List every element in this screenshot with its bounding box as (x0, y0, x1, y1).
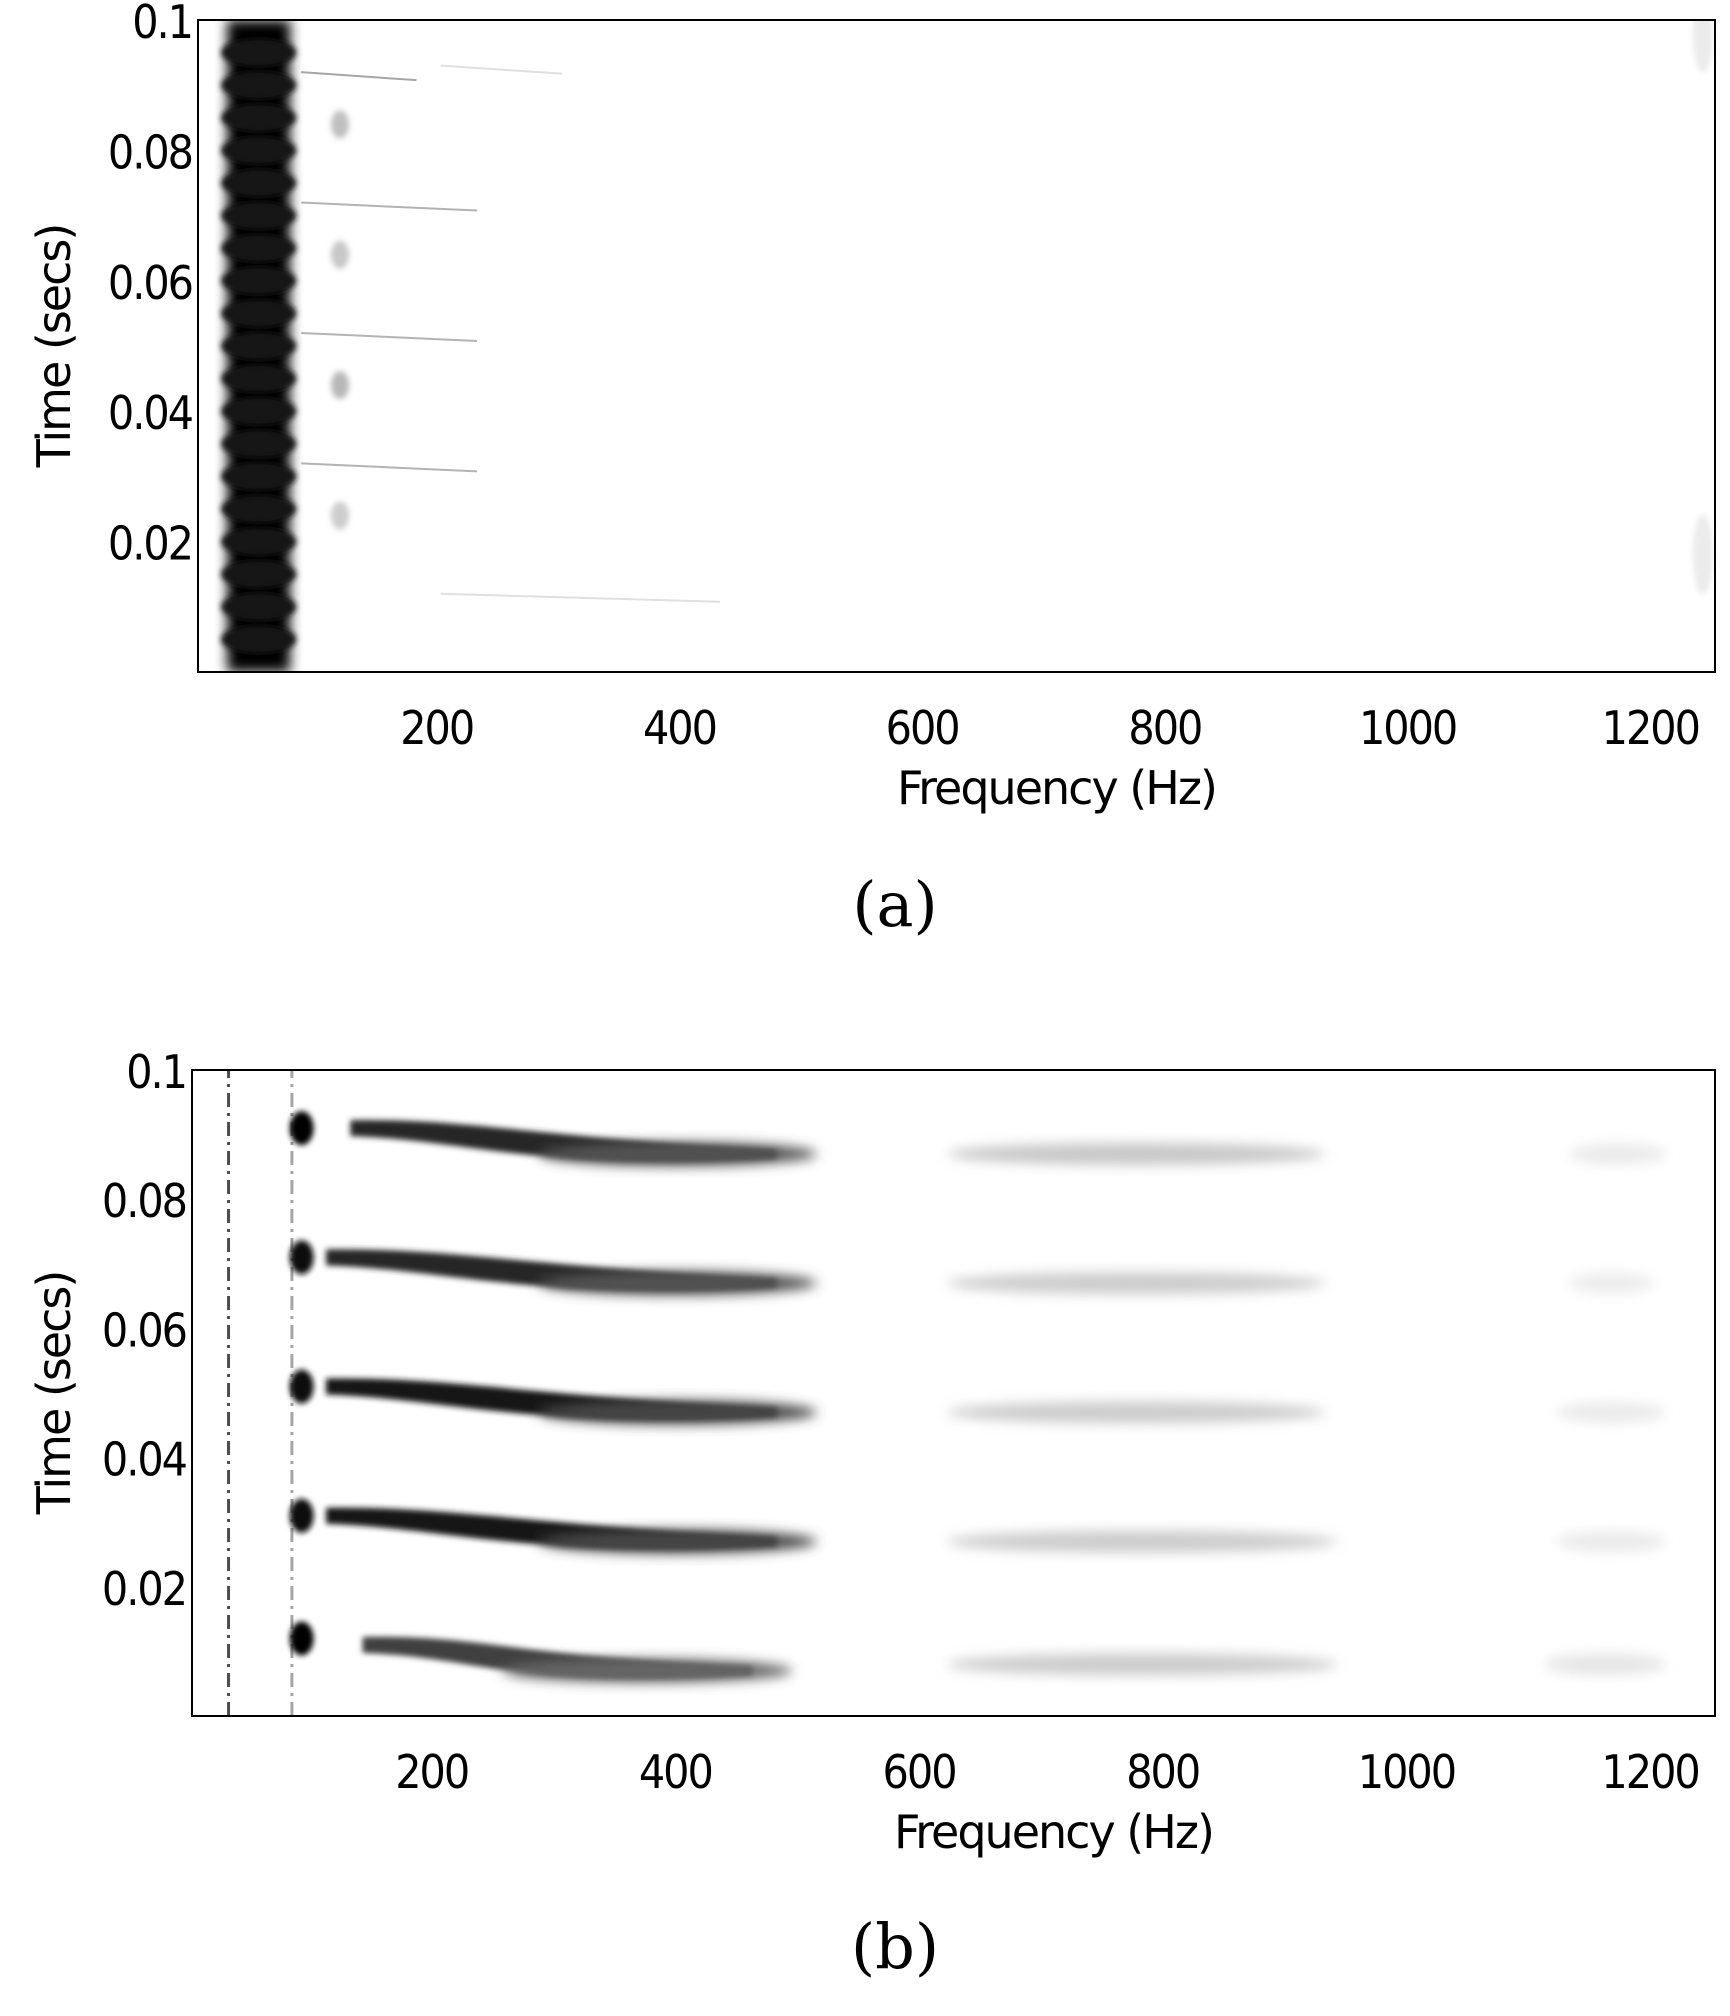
b-feature-faint-band-21 (1544, 1653, 1667, 1676)
a-feature-band-0-bump (221, 462, 297, 491)
a-ytick-label: 0.1 (132, 0, 192, 49)
panel-a: 200 400 600 800 1000 1200 0.02 0.04 0.06 0.08 0.1 F… (0, 0, 1730, 1000)
a-ytick-label: 0.04 (108, 386, 193, 440)
a-feature-band-0-bump (221, 234, 297, 263)
b-feature-faint-band-18 (1568, 1272, 1655, 1295)
a-ytick-label: 0.08 (108, 125, 192, 179)
b-feature-harmonic-10-tail (538, 1529, 817, 1554)
a-xtick-label: 200 (400, 701, 473, 755)
a-feature-band-0-bump (221, 592, 297, 621)
a-feature-band-0-bump (221, 201, 297, 230)
b-xtick-label: 1000 (1358, 1745, 1455, 1799)
a-feature-band-0-bump (221, 71, 297, 100)
panel-label-a: (a) (852, 868, 938, 941)
a-feature-streak-9 (440, 64, 563, 75)
a-ytick-label: 0.06 (108, 256, 192, 310)
b-ytick-label: 0.08 (102, 1174, 186, 1228)
spectrogram-a: 200 400 600 800 1000 1200 0.02 0.04 0.06 0.08 0.1 F… (27, 0, 1716, 815)
b-y-axis-title: Time (secs) (27, 1272, 81, 1516)
a-feature-band-0-bump (221, 625, 297, 654)
a-feature-band-0-bump (221, 136, 297, 165)
a-xtick-label: 1200 (1602, 701, 1699, 755)
a-feature-streak-8 (301, 462, 478, 473)
b-xtick-label: 400 (639, 1745, 712, 1799)
b-ytick-label: 0.1 (126, 1045, 186, 1099)
b-feature-faint-band-13 (947, 1272, 1326, 1295)
a-feature-spot-4 (330, 501, 349, 530)
a-xtick-label: 600 (886, 701, 959, 755)
b-feature-blob-4 (289, 1369, 314, 1404)
b-ytick-label: 0.02 (102, 1562, 186, 1616)
b-feature-faint-band-14 (947, 1401, 1326, 1424)
a-feature-band-0-bump (221, 103, 297, 132)
a-feature-streak-5 (301, 71, 417, 82)
b-feature-harmonic-11-tail (501, 1658, 793, 1683)
plot-frame (197, 19, 1716, 673)
b-ytick-label: 0.06 (102, 1303, 186, 1357)
a-feature-band-0-bump (221, 266, 297, 295)
panel-label-b: (b) (850, 1910, 940, 1983)
a-feature-spot-1 (330, 110, 349, 139)
b-xtick-label: 200 (395, 1745, 468, 1799)
a-feature-band-0-bump (221, 169, 297, 197)
a-ytick-label: 0.02 (108, 517, 192, 571)
plot-frame (191, 1069, 1716, 1717)
b-feature-blob-6 (289, 1621, 314, 1656)
a-xtick-label: 1000 (1359, 701, 1456, 755)
a-feature-band-0-bump (221, 38, 297, 67)
a-feature-streak-7 (301, 331, 478, 342)
b-feature-faint-band-15 (947, 1530, 1338, 1553)
a-feature-band-0-bump (221, 527, 297, 556)
b-feature-blob-2 (289, 1111, 314, 1146)
b-xtick-label: 800 (1126, 1745, 1199, 1799)
a-feature-band-0-bump (221, 495, 297, 523)
a-feature-spot-2 (330, 240, 349, 269)
a-feature-band-0-bump (221, 560, 297, 589)
b-ytick-label: 0.04 (102, 1433, 187, 1487)
spectrogram-b: 200 400 600 800 1000 1200 0.02 0.04 0.06 0.08 0.1 F… (27, 1045, 1716, 1859)
a-x-axis-title: Frequency (Hz) (897, 761, 1216, 815)
b-feature-harmonic-8-tail (538, 1271, 817, 1296)
b-x-axis-title: Frequency (Hz) (894, 1805, 1213, 1859)
a-feature-edge-12 (1692, 514, 1713, 595)
b-feature-faint-band-17 (1568, 1142, 1667, 1165)
a-feature-streak-6 (301, 201, 478, 212)
a-feature-band-0-bump (221, 332, 297, 360)
a-feature-band-0-bump (221, 397, 297, 426)
a-feature-band-0-bump (221, 364, 297, 393)
b-feature-blob-5 (289, 1498, 314, 1533)
b-feature-faint-band-19 (1556, 1401, 1667, 1424)
b-feature-faint-band-20 (1556, 1530, 1667, 1553)
a-feature-edge-11 (1692, 20, 1713, 74)
b-feature-blob-3 (289, 1240, 314, 1275)
b-feature-faint-band-12 (947, 1142, 1326, 1165)
a-feature-band-0-bump (221, 429, 297, 458)
b-feature-harmonic-9-tail (538, 1400, 817, 1425)
a-xtick-label: 800 (1128, 701, 1201, 755)
panel-b: 200 400 600 800 1000 1200 0.02 0.04 0.06 0.08 0.1 F… (0, 1008, 1730, 2008)
b-xtick-label: 600 (883, 1745, 956, 1799)
a-feature-band-0-bump (221, 299, 297, 328)
a-y-axis-title: Time (secs) (27, 225, 81, 469)
a-feature-spot-3 (330, 371, 349, 400)
a-feature-streak-10 (440, 592, 720, 603)
b-xtick-label: 1200 (1601, 1745, 1698, 1799)
b-feature-faint-band-16 (947, 1653, 1338, 1676)
plot-area (198, 20, 1715, 672)
b-feature-harmonic-7-tail (538, 1141, 817, 1166)
a-xtick-label: 400 (643, 701, 716, 755)
